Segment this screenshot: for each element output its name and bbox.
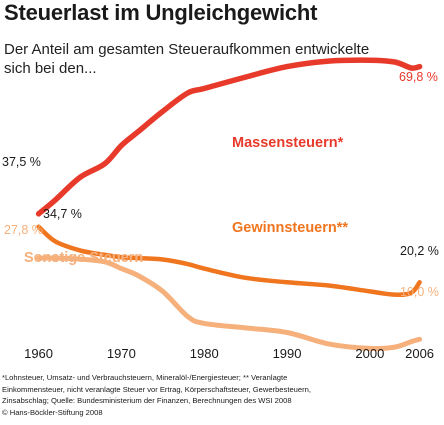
- footnote-line: Zinsabschlag; Quelle: Bundesministerium …: [2, 396, 292, 405]
- footnote-line: *Lohnsteuer, Umsatz- und Verbrauchsteuer…: [2, 373, 288, 382]
- series-line-gewinnsteuern: [36, 224, 422, 297]
- x-tick-label: 1980: [190, 346, 219, 361]
- x-tick-label: 2000: [355, 346, 384, 361]
- series-label-gewinnsteuern: Gewinnsteuern**: [232, 220, 348, 236]
- series-label-massensteuern: Massensteuern*: [232, 135, 344, 151]
- footnote: *Lohnsteuer, Umsatz- und Verbrauchsteuer…: [2, 372, 442, 418]
- end-value-gewinnsteuern: 20,2 %: [400, 244, 439, 258]
- series-label-sonstige-steuern: Sonstige Steuern: [24, 250, 143, 266]
- x-tick-label: 1970: [107, 346, 136, 361]
- end-value-massensteuern: 69,8 %: [399, 70, 438, 84]
- chart-title: Steuerlast im Ungleichgewicht: [4, 0, 318, 25]
- series-line-sonstige-steuern: [36, 255, 423, 352]
- start-value-gewinnsteuern: 34,7 %: [43, 207, 82, 221]
- footnote-line: Einkommensteuer, nicht veranlagte Steuer…: [2, 384, 311, 394]
- start-value-massensteuern: 37,5 %: [2, 155, 41, 169]
- footnote-line: © Hans-Böckler-Stiftung 2008: [2, 407, 103, 417]
- x-tick-label: 1960: [24, 346, 53, 361]
- chart-subtitle: Der Anteil am gesamten Steueraufkommen e…: [4, 41, 370, 77]
- start-value-sonstige-steuern: 27,8 %: [4, 223, 43, 237]
- x-tick-label: 1990: [273, 346, 302, 361]
- series-line-massensteuern: [35, 57, 423, 217]
- x-tick-label: 2006: [405, 346, 434, 361]
- end-value-sonstige-steuern: 10,0 %: [400, 285, 439, 299]
